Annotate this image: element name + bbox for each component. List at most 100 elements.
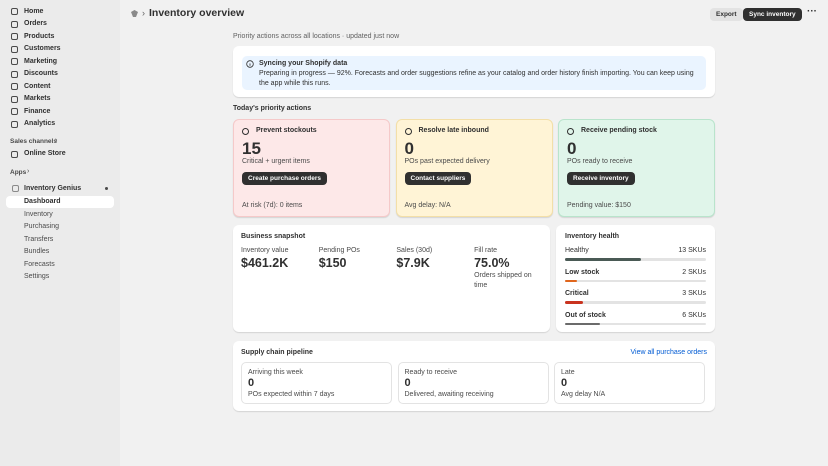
health-label: Critical [565, 290, 589, 297]
section-label: Sales channels [10, 138, 57, 145]
card-icon [567, 128, 574, 135]
nav-item[interactable]: Analytics [24, 120, 56, 128]
nav-item[interactable]: Markets [24, 95, 51, 103]
pipeline-box: Arriving this week 0 POs expected within 7… [241, 362, 392, 404]
health-count: 13 SKUs [678, 247, 706, 254]
icon [11, 108, 18, 116]
priority-card: Prevent stockouts 15 Critical + urgent ite… [233, 119, 390, 217]
metric-label: Fill rate [474, 247, 498, 254]
health-count: 2 SKUs [682, 268, 706, 276]
app-icon [131, 10, 138, 17]
nav-item[interactable]: Products [24, 32, 55, 40]
nav-item[interactable]: Home [24, 7, 44, 15]
health-bar [565, 258, 642, 261]
box-value: 0 [404, 377, 411, 389]
icon [11, 70, 18, 78]
card-button[interactable]: Receive inventory [567, 172, 635, 185]
card-icon [404, 128, 412, 135]
icon [11, 151, 18, 158]
card-caption: POs ready to receive [567, 158, 633, 165]
sidebar: Home Orders Products Customers Marketing Disc… [0, 0, 120, 466]
export-button[interactable]: Export [710, 8, 743, 21]
card-footer: Pending value: $150 [567, 202, 631, 209]
box-label: Arriving this week [248, 369, 303, 376]
card-value: 15 [242, 139, 261, 158]
icon [12, 185, 19, 192]
card-value: 0 [404, 139, 414, 158]
pipeline-card: Supply chain pipeline View all purchase … [233, 341, 715, 411]
sub-nav-item[interactable]: Settings [24, 273, 50, 281]
metric-label: Inventory value [241, 247, 289, 254]
metric-label: Sales (30d) [396, 247, 433, 254]
box-value: 0 [561, 377, 568, 389]
nav-item[interactable]: Orders [24, 20, 47, 28]
view-link[interactable]: View all purchase orders [630, 349, 707, 356]
chevron: › [55, 137, 58, 144]
sub-nav-item[interactable]: Transfers [24, 235, 54, 243]
health-label: Out of stock [565, 311, 606, 319]
nav-item[interactable]: Finance [24, 107, 51, 115]
sub-nav-item[interactable]: Forecasts [24, 260, 55, 268]
metric-value: $461.2K [241, 256, 289, 270]
card-title: Receive pending stock [581, 127, 657, 134]
health-count: 3 SKUs [682, 290, 706, 297]
card-title: Business snapshot [241, 233, 306, 240]
nav-item[interactable]: Marketing [24, 57, 58, 65]
card-button[interactable]: Contact suppliers [404, 172, 472, 185]
box-caption: POs expected within 7 days [248, 391, 335, 398]
health-label: Low stock [565, 268, 600, 276]
card-title: Inventory health [565, 233, 620, 240]
card-title: Resolve late inbound [418, 127, 489, 134]
banner-title: Syncing your Shopify data [259, 60, 348, 67]
icon [11, 95, 18, 103]
card-button[interactable]: Create purchase orders [242, 172, 327, 185]
priority-card: Resolve late inbound 0 POs past expected d… [395, 119, 553, 217]
health-bar [565, 322, 601, 325]
card-footer: Avg delay: N/A [404, 202, 451, 209]
banner-card: Syncing your Shopify data Preparing in p… [233, 46, 715, 97]
nav-item[interactable]: Discounts [24, 70, 58, 78]
icon [11, 45, 18, 53]
sync-button[interactable]: Sync inventory [743, 8, 802, 21]
metric-value: $7.9K [396, 256, 430, 270]
sub-nav-item[interactable]: Inventory [24, 210, 53, 218]
pipeline-box: Ready to receive 0 Delivered, awaiting rec… [397, 362, 549, 404]
app-name[interactable]: Inventory Genius [24, 185, 82, 192]
section-label: Apps [10, 169, 27, 176]
pipeline-box: Late 0 Avg delay N/A [554, 362, 705, 404]
icon [11, 120, 18, 128]
selected-bg [6, 196, 114, 208]
box-label: Ready to receive [404, 369, 458, 376]
nav-item[interactable]: Online Store [24, 150, 66, 157]
card-icon [242, 128, 249, 135]
breadcrumb-chevron: › [142, 8, 145, 18]
health-bar [565, 301, 583, 304]
nav-item[interactable]: Customers [24, 45, 61, 53]
health-track [565, 301, 706, 304]
section-title: Today's priority actions [233, 105, 312, 112]
health-label: Healthy [565, 247, 589, 254]
card-title: Supply chain pipeline [241, 349, 313, 356]
health-track [565, 279, 706, 282]
sub-nav-item[interactable]: Purchasing [24, 223, 60, 231]
sub-nav-item[interactable]: Dashboard [24, 198, 61, 205]
metric-note: Orders shipped on time [474, 272, 532, 289]
chevron: › [27, 168, 30, 175]
snapshot-card: Business snapshot Inventory value $461.2K… [233, 225, 550, 332]
card-footer: At risk (7d): 0 items [242, 202, 303, 209]
nav-item[interactable]: Content [24, 82, 51, 90]
icon [11, 8, 18, 15]
sub-nav-item[interactable]: Bundles [24, 248, 50, 256]
banner: Syncing your Shopify data Preparing in p… [242, 56, 706, 90]
pin-dot [105, 187, 108, 190]
card-caption: Critical + urgent items [242, 158, 310, 165]
health-card: Inventory health Healthy 13 SKUs Low stock… [556, 225, 715, 332]
health-track [565, 258, 706, 261]
metric-label: Pending POs [318, 247, 360, 254]
box-value: 0 [248, 377, 255, 389]
more-button[interactable]: ··· [807, 6, 817, 17]
card-caption: POs past expected delivery [404, 158, 490, 165]
banner-body: Preparing in progress — 92%. Forecasts a… [259, 70, 694, 87]
page-title: Inventory overview [149, 7, 245, 19]
